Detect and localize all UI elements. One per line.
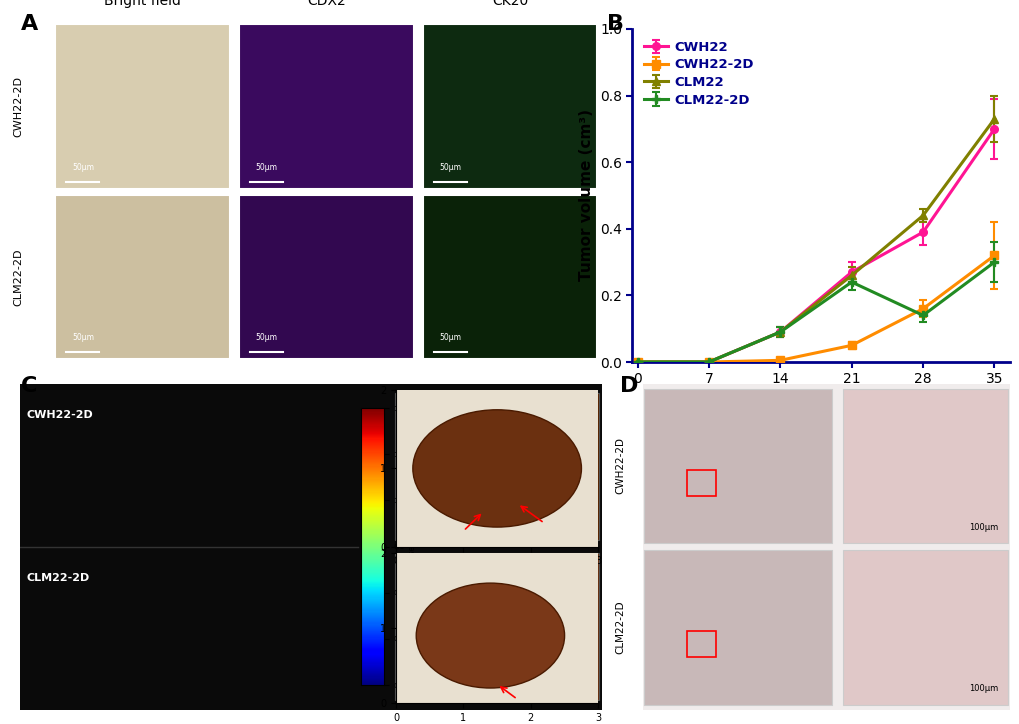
X-axis label: cm: cm — [489, 572, 504, 582]
Text: CLM22-2D: CLM22-2D — [396, 560, 440, 568]
Text: CDX2: CDX2 — [307, 0, 345, 8]
Text: CLM22-2D: CLM22-2D — [13, 248, 23, 306]
Bar — [395, 553, 598, 699]
Text: CWH22-2D: CWH22-2D — [396, 400, 442, 409]
Bar — [422, 25, 597, 189]
Bar — [842, 389, 1007, 543]
Bar — [395, 394, 598, 540]
Text: 50μm: 50μm — [439, 163, 461, 172]
Text: Bright field: Bright field — [104, 0, 181, 8]
Legend: CWH22, CWH22-2D, CLM22, CLM22-2D: CWH22, CWH22-2D, CLM22, CLM22-2D — [638, 35, 759, 112]
Text: CWH22-2D: CWH22-2D — [614, 437, 625, 494]
Ellipse shape — [413, 410, 581, 527]
Text: CK20: CK20 — [491, 0, 528, 8]
Bar — [644, 389, 830, 543]
Text: 100μm: 100μm — [969, 684, 998, 694]
Ellipse shape — [416, 583, 565, 688]
Bar — [686, 631, 715, 657]
Bar — [422, 195, 597, 359]
Y-axis label: Tumor volume (cm³): Tumor volume (cm³) — [579, 109, 594, 282]
Text: 50μm: 50μm — [256, 163, 277, 172]
Y-axis label: (×10⁸p/sec/cm²/sr): (×10⁸p/sec/cm²/sr) — [408, 510, 416, 583]
Text: 50μm: 50μm — [72, 163, 94, 172]
Text: 100μm: 100μm — [969, 523, 998, 532]
Bar — [55, 25, 230, 189]
Bar — [842, 550, 1007, 704]
Bar — [238, 195, 414, 359]
Text: D: D — [620, 376, 638, 397]
Bar — [644, 550, 830, 704]
Bar — [238, 25, 414, 189]
Text: CWH22-2D: CWH22-2D — [26, 410, 93, 420]
Text: A: A — [20, 14, 38, 35]
Bar — [686, 470, 715, 496]
Text: 50μm: 50μm — [72, 333, 94, 342]
Text: CWH22-2D: CWH22-2D — [13, 76, 23, 138]
Bar — [55, 195, 230, 359]
Text: CLM22-2D: CLM22-2D — [26, 573, 90, 583]
X-axis label: Days: Days — [796, 392, 845, 410]
Text: C: C — [20, 376, 37, 397]
Text: 50μm: 50μm — [256, 333, 277, 342]
Text: CLM22-2D: CLM22-2D — [614, 600, 625, 654]
Text: B: B — [606, 14, 624, 35]
Text: 50μm: 50μm — [439, 333, 461, 342]
